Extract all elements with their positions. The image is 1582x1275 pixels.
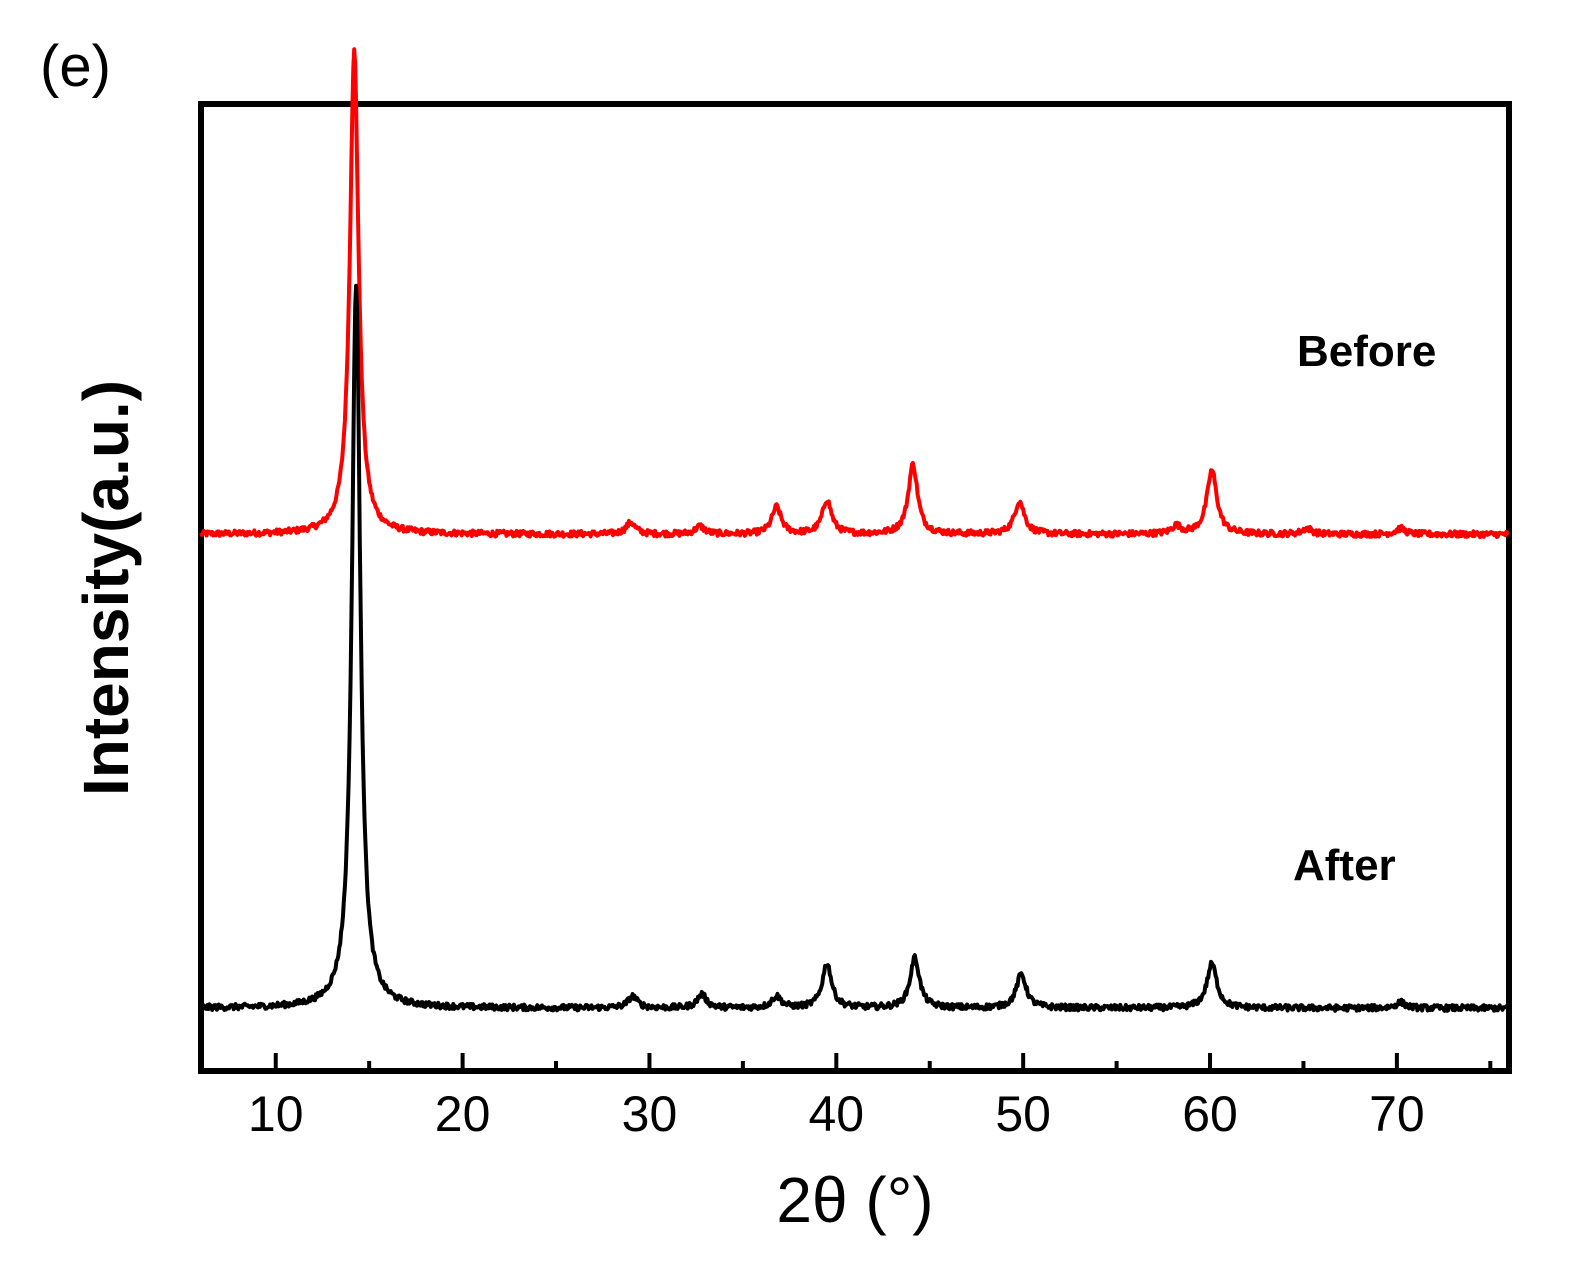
- y-axis-title: Intensity(a.u.): [70, 380, 142, 796]
- series-line-after: [199, 283, 1511, 1013]
- x-tick-label: 50: [995, 1086, 1051, 1142]
- panel-label: (e): [40, 34, 111, 99]
- plot-frame: [198, 101, 1512, 1074]
- x-axis-tick-labels: 10 20 30 40 50 60 70: [248, 1086, 1425, 1142]
- x-tick-label: 30: [622, 1086, 678, 1142]
- series-line-before: [199, 47, 1511, 540]
- x-tick-label: 10: [248, 1086, 304, 1142]
- x-axis-title: 2θ (°): [776, 1164, 933, 1236]
- series-lines: [199, 47, 1511, 1013]
- plot-area: 10 20 30 40 50 60 70: [198, 47, 1512, 1142]
- series-label-before: Before: [1297, 327, 1436, 376]
- series-label-after: After: [1293, 841, 1396, 890]
- x-tick-label: 20: [435, 1086, 491, 1142]
- x-tick-label: 40: [809, 1086, 865, 1142]
- x-tick-label: 60: [1182, 1086, 1238, 1142]
- x-tick-label: 70: [1369, 1086, 1425, 1142]
- x-axis-ticks: [273, 1053, 1493, 1071]
